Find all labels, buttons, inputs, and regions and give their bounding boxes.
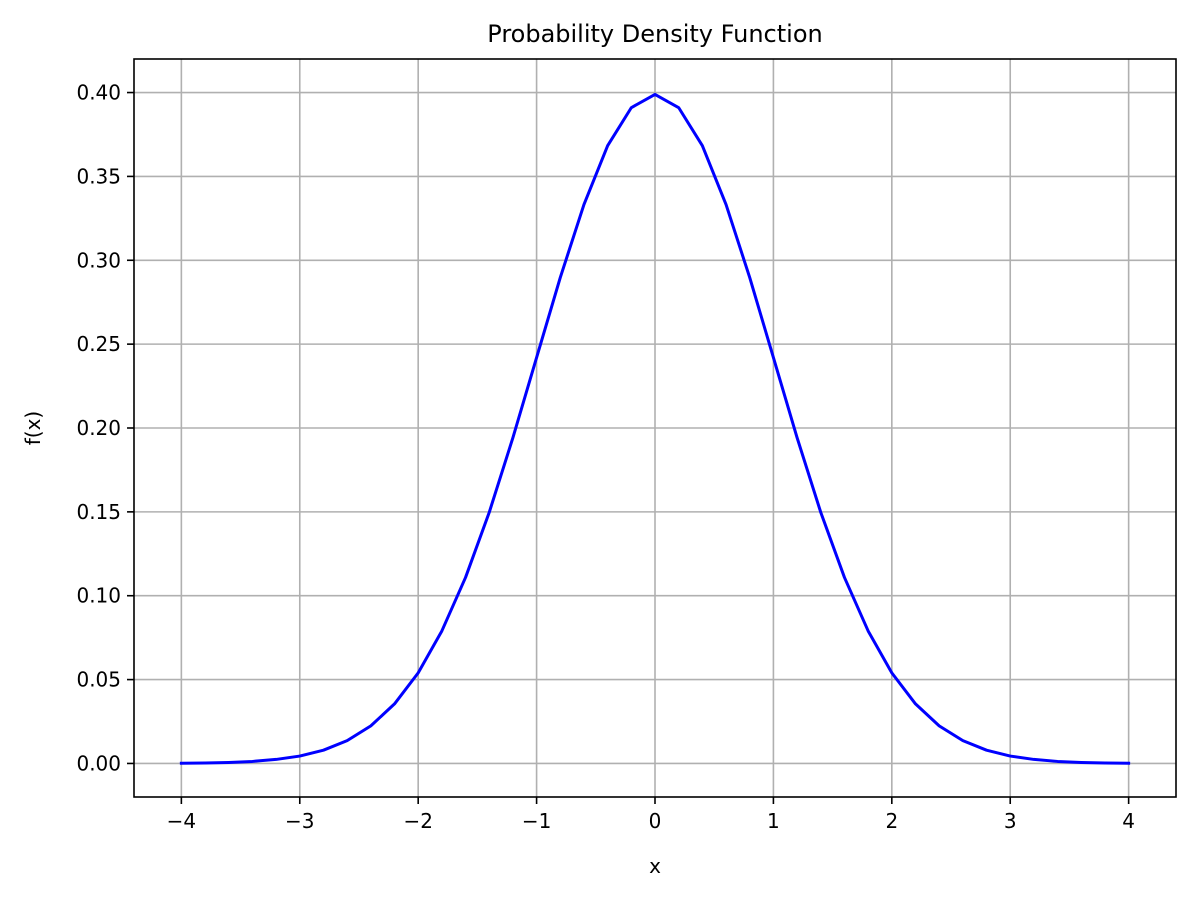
y-tick-label: 0.20	[76, 416, 121, 440]
x-tick-label: −1	[522, 809, 551, 833]
x-tick-label: 1	[767, 809, 780, 833]
y-axis-ticks: 0.00 0.05 0.10 0.15 0.20 0.25 0.30 0.35 0.40	[76, 81, 134, 775]
y-tick-label: 0.10	[76, 584, 121, 608]
x-axis-label: x	[649, 854, 661, 878]
y-tick-label: 0.00	[76, 751, 121, 775]
grid-lines	[134, 59, 1176, 797]
series-line	[179, 92, 1131, 765]
y-tick-label: 0.15	[76, 500, 121, 524]
y-tick-label: 0.05	[76, 668, 121, 692]
y-axis-label: f(x)	[21, 411, 45, 445]
x-tick-label: −2	[403, 809, 432, 833]
y-tick-label: 0.30	[76, 248, 121, 272]
x-tick-label: −4	[167, 809, 196, 833]
x-axis-ticks: −4 −3 −2 −1 0 1 2 3 4	[167, 797, 1135, 833]
x-tick-label: −3	[285, 809, 314, 833]
x-tick-label: 0	[649, 809, 662, 833]
y-tick-label: 0.25	[76, 332, 121, 356]
series-layer	[179, 92, 1131, 765]
chart-title: Probability Density Function	[487, 20, 822, 48]
y-tick-label: 0.40	[76, 81, 121, 105]
y-tick-label: 0.35	[76, 164, 121, 188]
x-tick-label: 3	[1004, 809, 1017, 833]
x-tick-label: 4	[1122, 809, 1135, 833]
x-tick-label: 2	[885, 809, 898, 833]
